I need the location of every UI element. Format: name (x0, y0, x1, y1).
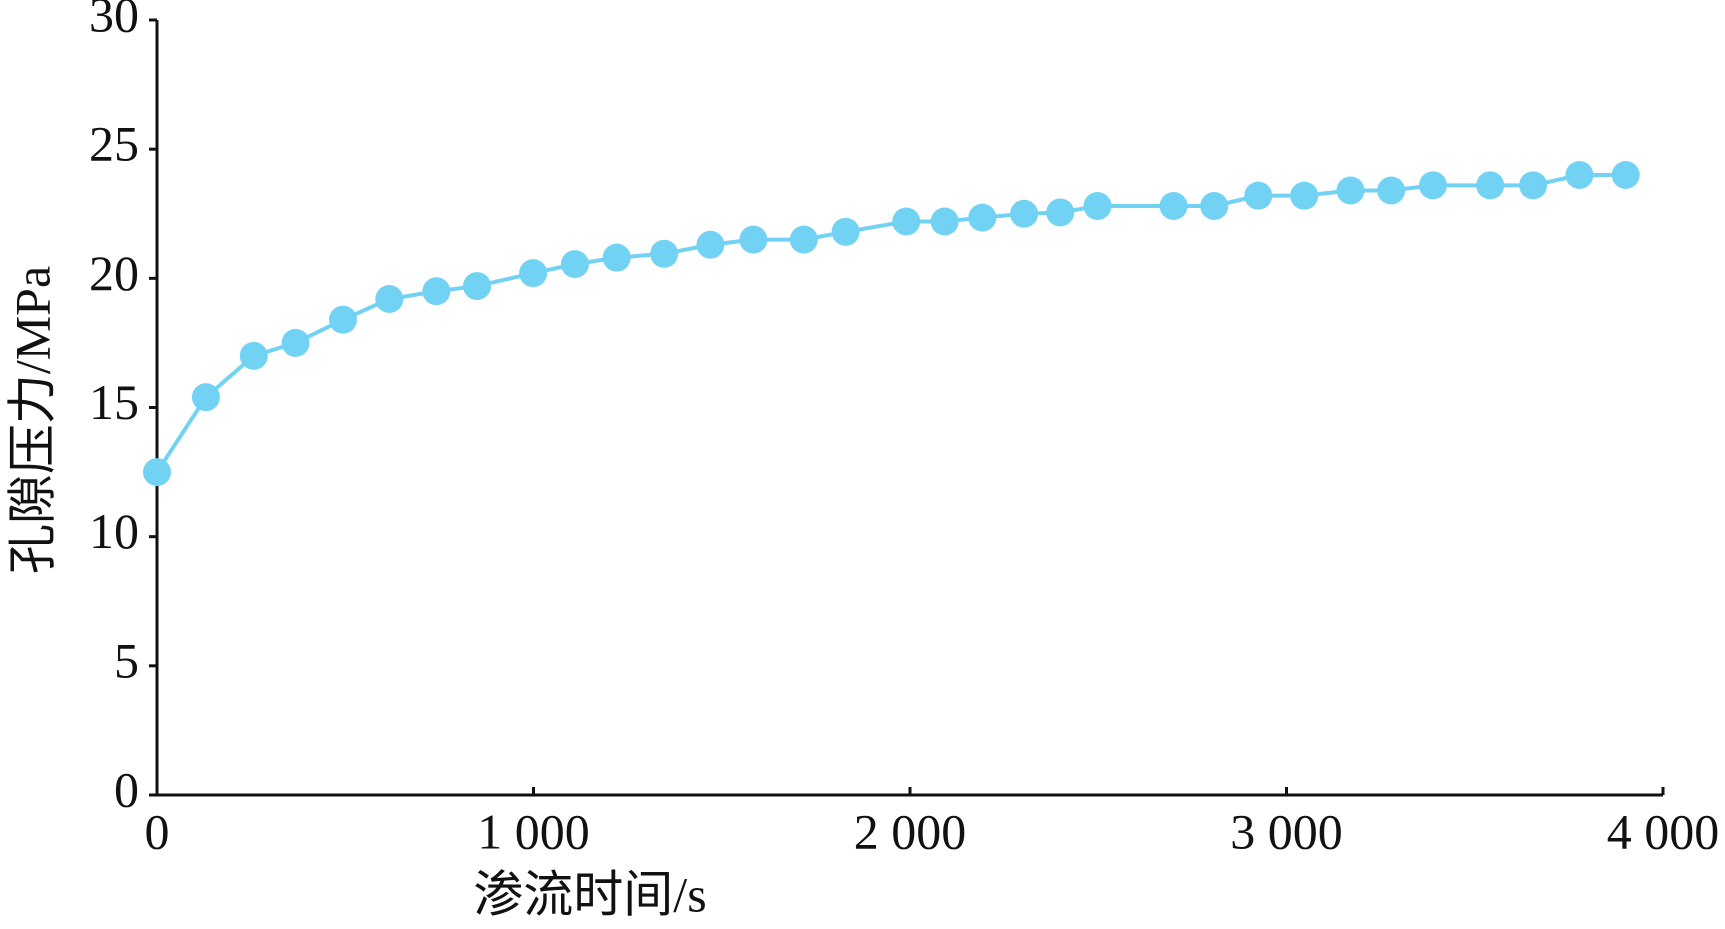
data-point (143, 458, 171, 487)
y-tick-label: 25 (89, 116, 139, 172)
data-point (560, 250, 589, 279)
data-point (1418, 171, 1447, 200)
series-line (155, 173, 1626, 474)
data-point (1010, 199, 1039, 228)
data-point (1244, 181, 1273, 210)
data-point (1046, 198, 1075, 227)
data-point (1377, 176, 1406, 205)
data-point (650, 239, 679, 268)
data-point (968, 203, 997, 232)
data-point (1565, 161, 1594, 189)
x-tick-label: 4 000 (1607, 803, 1720, 859)
data-point (739, 225, 768, 254)
data-point (892, 207, 921, 236)
data-point (1336, 176, 1365, 205)
x-tick-label: 0 (145, 803, 170, 859)
x-tick-label: 2 000 (854, 803, 967, 859)
data-point (239, 341, 268, 370)
data-point (191, 383, 220, 412)
data-point (519, 259, 548, 288)
y-axis-label: 孔隙压力/MPa (4, 266, 60, 574)
y-tick-label: 0 (114, 761, 139, 817)
data-point (930, 207, 959, 236)
y-tick-label: 15 (89, 374, 139, 430)
x-tick-label: 3 000 (1230, 803, 1343, 859)
data-point (375, 285, 404, 313)
data-point (463, 272, 492, 301)
data-point (281, 328, 310, 357)
x-axis-label: 渗流时间/s (473, 866, 706, 922)
y-tick-label: 5 (114, 632, 139, 688)
x-tick-label: 1 000 (477, 803, 590, 859)
y-tick-label: 10 (89, 503, 139, 559)
data-point (831, 217, 860, 246)
data-point (1519, 171, 1548, 200)
data-point (422, 277, 451, 306)
data-point (1200, 192, 1229, 220)
data-point (1083, 192, 1112, 220)
y-tick-label: 30 (89, 0, 139, 42)
data-point (789, 225, 818, 254)
data-point (1290, 181, 1319, 210)
data-point (602, 243, 631, 272)
data-point (328, 305, 357, 334)
data-point (696, 230, 725, 259)
data-point (1611, 161, 1640, 189)
data-point (1159, 192, 1188, 220)
y-tick-label: 20 (89, 245, 139, 301)
data-point (1476, 171, 1505, 200)
